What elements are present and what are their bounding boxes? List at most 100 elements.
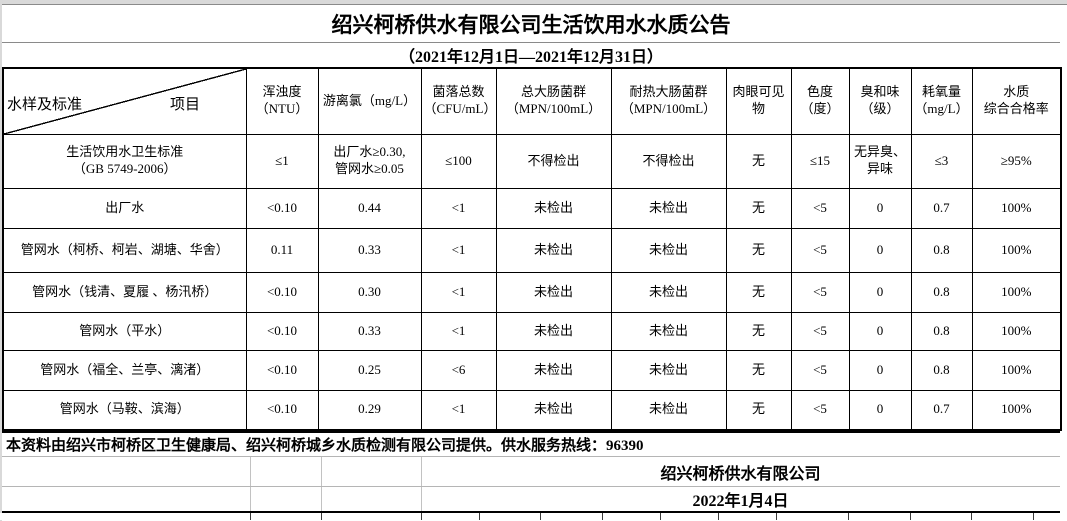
col-header-total-coliform: 总大肠菌群 （MPN/100mL） <box>495 67 612 135</box>
cell-turbidity: <0.10 <box>245 271 319 313</box>
cell-colony-count: <1 <box>420 311 497 351</box>
cell-odor: 0 <box>848 271 912 313</box>
header-row: 项目 水样及标准 浑浊度 （NTU） 游离氯（mg/L） 菌落总数 （CFU/m… <box>2 67 1062 135</box>
gridline <box>421 487 422 511</box>
cell-thermotolerant-coliform: 未检出 <box>610 389 727 431</box>
cell-chroma: <5 <box>790 311 850 351</box>
standard-oxygen-consumption: ≤3 <box>910 133 973 189</box>
row-pipe-fuquan: 管网水（福全、兰亭、漓渚） <0.10 0.25 <6 未检出 未检出 无 <5… <box>2 349 1062 391</box>
cell-total-coliform: 未检出 <box>495 311 612 351</box>
cell-visible-matter: 无 <box>725 227 792 273</box>
standard-label: 生活饮用水卫生标准 （GB 5749-2006） <box>2 133 247 189</box>
cell-thermotolerant-coliform: 未检出 <box>610 227 727 273</box>
cell-total-coliform: 未检出 <box>495 389 612 431</box>
report-date: 2022年1月4日 <box>692 493 789 510</box>
cell-turbidity: <0.10 <box>245 311 319 351</box>
col-header-oxygen-consumption: 耗氧量 （mg/L） <box>910 67 973 135</box>
footer-date-row: 2022年1月4日 <box>2 487 1060 513</box>
cell-pass-rate: 100% <box>971 311 1062 351</box>
row-label: 管网水（福全、兰亭、漓渚） <box>2 349 247 391</box>
row-pipe-maan: 管网水（马鞍、滨海） <0.10 0.29 <1 未检出 未检出 无 <5 0 … <box>2 389 1062 431</box>
row-label: 管网水（马鞍、滨海） <box>2 389 247 431</box>
cell-free-chlorine: 0.44 <box>317 187 422 229</box>
cell-free-chlorine: 0.33 <box>317 227 422 273</box>
cell-total-coliform: 未检出 <box>495 271 612 313</box>
row-label: 管网水（钱清、夏履 、杨汛桥） <box>2 271 247 313</box>
gridline <box>321 487 322 511</box>
row-factory-water: 出厂水 <0.10 0.44 <1 未检出 未检出 无 <5 0 0.7 100… <box>2 187 1062 229</box>
cell-colony-count: <1 <box>420 187 497 229</box>
col-header-visible-matter: 肉眼可见物 <box>725 67 792 135</box>
sheet-top-margin <box>0 0 1067 5</box>
page-title: 绍兴柯桥供水有限公司生活饮用水水质公告 <box>2 5 1060 43</box>
cell-odor: 0 <box>848 389 912 431</box>
sheet-left-margin <box>0 0 2 521</box>
cell-turbidity: <0.10 <box>245 349 319 391</box>
cell-chroma: <5 <box>790 227 850 273</box>
footer-note: 本资料由绍兴市柯桥区卫生健康局、绍兴柯桥城乡水质检测有限公司提供。供水服务热线：… <box>2 431 1060 457</box>
cell-visible-matter: 无 <box>725 311 792 351</box>
cell-thermotolerant-coliform: 未检出 <box>610 271 727 313</box>
cell-free-chlorine: 0.25 <box>317 349 422 391</box>
col-header-thermotolerant-coliform: 耐热大肠菌群 （MPN/100mL） <box>610 67 727 135</box>
col-header-chroma: 色度 （度） <box>790 67 850 135</box>
gridline <box>250 487 251 511</box>
row-pipe-keqiao: 管网水（柯桥、柯岩、湖塘、华舍） 0.11 0.33 <1 未检出 未检出 无 … <box>2 227 1062 273</box>
cell-chroma: <5 <box>790 271 850 313</box>
cell-total-coliform: 未检出 <box>495 349 612 391</box>
cell-colony-count: <6 <box>420 349 497 391</box>
cell-visible-matter: 无 <box>725 187 792 229</box>
cell-chroma: <5 <box>790 389 850 431</box>
corner-label-item: 项目 <box>170 97 201 113</box>
cell-odor: 0 <box>848 227 912 273</box>
bottom-gridline-stubs <box>0 513 1067 520</box>
company-signature: 绍兴柯桥供水有限公司 <box>660 465 821 483</box>
gridline <box>250 457 251 486</box>
col-header-colony-count: 菌落总数 （CFU/mL） <box>420 67 497 135</box>
cell-pass-rate: 100% <box>971 227 1062 273</box>
cell-oxygen-consumption: 0.7 <box>910 389 973 431</box>
col-header-pass-rate: 水质 综合合格率 <box>971 67 1062 135</box>
col-header-free-chlorine: 游离氯（mg/L） <box>317 67 422 135</box>
gridline <box>321 457 322 486</box>
standard-row: 生活饮用水卫生标准 （GB 5749-2006） ≤1 出厂水≥0.30, 管网… <box>2 133 1062 189</box>
sheet-content: 绍兴柯桥供水有限公司生活饮用水水质公告 （2021年12月1日—2021年12月… <box>2 5 1062 513</box>
cell-odor: 0 <box>848 349 912 391</box>
cell-colony-count: <1 <box>420 227 497 273</box>
cell-total-coliform: 未检出 <box>495 227 612 273</box>
cell-colony-count: <1 <box>420 271 497 313</box>
cell-turbidity: <0.10 <box>245 187 319 229</box>
cell-oxygen-consumption: 0.8 <box>910 349 973 391</box>
standard-turbidity: ≤1 <box>245 133 319 189</box>
cell-free-chlorine: 0.30 <box>317 271 422 313</box>
cell-oxygen-consumption: 0.8 <box>910 227 973 273</box>
corner-label-sample-standard: 水样及标准 <box>7 97 83 113</box>
row-label: 管网水（平水） <box>2 311 247 351</box>
cell-thermotolerant-coliform: 未检出 <box>610 187 727 229</box>
col-header-turbidity: 浑浊度 （NTU） <box>245 67 319 135</box>
cell-oxygen-consumption: 0.8 <box>910 271 973 313</box>
cell-visible-matter: 无 <box>725 389 792 431</box>
standard-colony-count: ≤100 <box>420 133 497 189</box>
standard-odor: 无异臭、 异味 <box>848 133 912 189</box>
cell-pass-rate: 100% <box>971 187 1062 229</box>
cell-thermotolerant-coliform: 未检出 <box>610 349 727 391</box>
gridline <box>421 457 422 486</box>
cell-visible-matter: 无 <box>725 349 792 391</box>
cell-pass-rate: 100% <box>971 349 1062 391</box>
row-pipe-pingshui: 管网水（平水） <0.10 0.33 <1 未检出 未检出 无 <5 0 0.8… <box>2 311 1062 351</box>
cell-free-chlorine: 0.29 <box>317 389 422 431</box>
standard-free-chlorine: 出厂水≥0.30, 管网水≥0.05 <box>317 133 422 189</box>
report-period: （2021年12月1日—2021年12月31日） <box>398 49 663 66</box>
water-quality-table: 项目 水样及标准 浑浊度 （NTU） 游离氯（mg/L） 菌落总数 （CFU/m… <box>2 67 1062 431</box>
cell-visible-matter: 无 <box>725 271 792 313</box>
cell-thermotolerant-coliform: 未检出 <box>610 311 727 351</box>
cell-turbidity: <0.10 <box>245 389 319 431</box>
standard-chroma: ≤15 <box>790 133 850 189</box>
footer-note-text: 本资料由绍兴市柯桥区卫生健康局、绍兴柯桥城乡水质检测有限公司提供。供水服务热线：… <box>6 438 644 454</box>
cell-free-chlorine: 0.33 <box>317 311 422 351</box>
row-label: 管网水（柯桥、柯岩、湖塘、华舍） <box>2 227 247 273</box>
cell-colony-count: <1 <box>420 389 497 431</box>
row-label: 出厂水 <box>2 187 247 229</box>
